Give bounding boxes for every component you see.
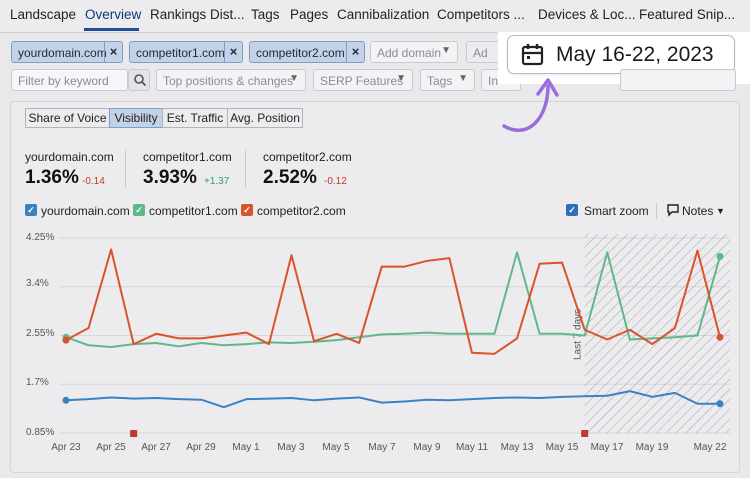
annotation-arrow-icon — [0, 0, 750, 478]
